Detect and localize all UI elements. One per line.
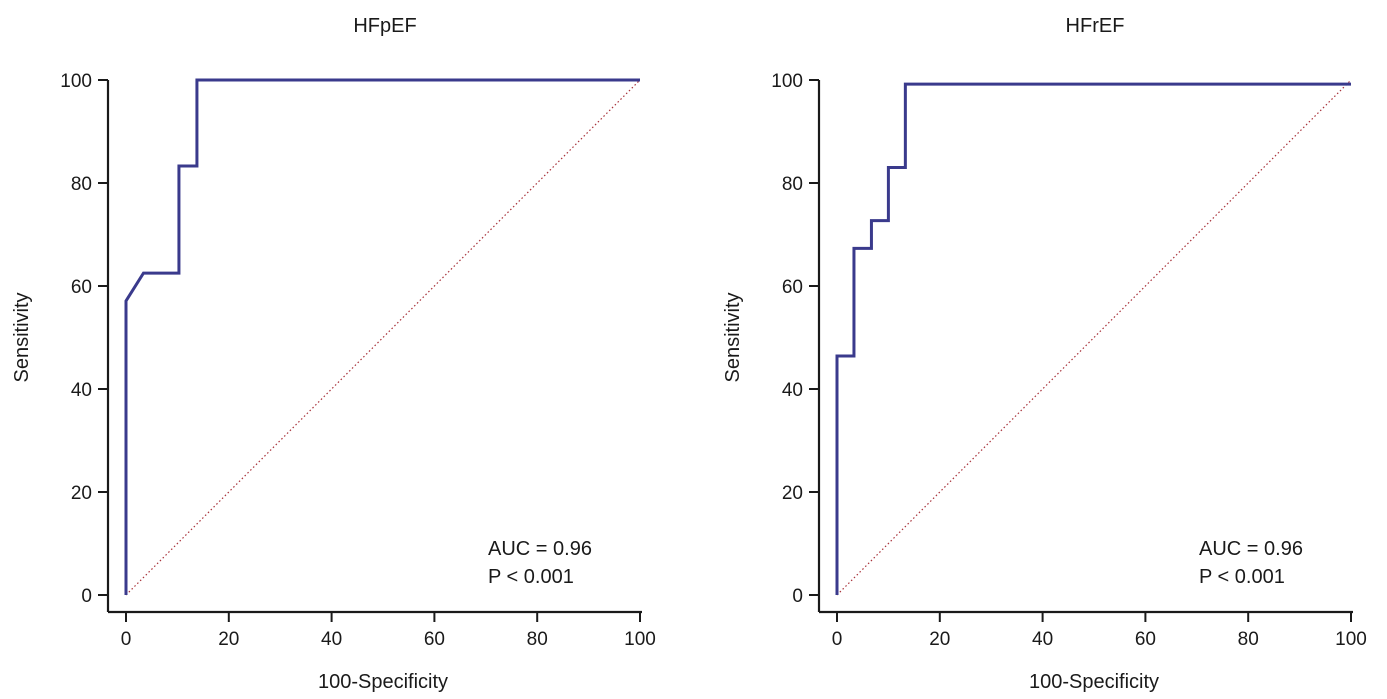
- hfref-y-tick-label: 60: [782, 277, 803, 298]
- hfref-p-value-annotation: P < 0.001: [1199, 566, 1285, 588]
- hfpef-x-tick-label: 0: [121, 629, 132, 650]
- hfpef-y-tick-label: 0: [81, 586, 92, 607]
- hfref-y-tick-label: 20: [782, 483, 803, 504]
- hfpef-y-axis-label: Sensitivity: [11, 292, 33, 382]
- hfpef-reference-diagonal: [125, 79, 641, 596]
- hfpef-chart-title: HFpEF: [353, 15, 416, 37]
- hfref-panel: HFrEF 0 20 40 60 80 100 0 20 40 60 80 100 100-Specifi…: [722, 15, 1367, 693]
- hfpef-panel: HFpEF 0 20 40 60 80 100 0 20 40 60 80 100 100-Specifi…: [11, 15, 656, 693]
- hfpef-roc-curve: [124, 78, 640, 595]
- hfref-reference-diagonal: [836, 79, 1352, 596]
- hfpef-x-tick-label: 100: [624, 629, 656, 650]
- hfref-y-tick-label: 80: [782, 174, 803, 195]
- hfref-y-tick-label: 40: [782, 380, 803, 401]
- hfpef-x-axis-label: 100-Specificity: [318, 671, 448, 693]
- hfpef-y-tick-label: 60: [71, 277, 92, 298]
- hfref-roc-curve: [835, 82, 1351, 595]
- hfpef-p-value-annotation: P < 0.001: [488, 566, 574, 588]
- hfpef-y-tick-label: 40: [71, 380, 92, 401]
- hfpef-y-tick-label: 80: [71, 174, 92, 195]
- hfref-x-tick-label: 40: [1032, 629, 1053, 650]
- hfref-chart-title: HFrEF: [1066, 15, 1125, 37]
- hfref-x-tick-label: 80: [1238, 629, 1259, 650]
- hfpef-x-tick-label: 20: [218, 629, 239, 650]
- hfpef-x-tick-label: 80: [527, 629, 548, 650]
- hfref-y-tick-label: 100: [771, 71, 803, 92]
- hfpef-auc-annotation: AUC = 0.96: [488, 538, 592, 560]
- hfref-x-tick-label: 100: [1335, 629, 1367, 650]
- hfref-x-tick-label: 60: [1135, 629, 1156, 650]
- hfref-auc-annotation: AUC = 0.96: [1199, 538, 1303, 560]
- hfref-x-axis-label: 100-Specificity: [1029, 671, 1159, 693]
- hfpef-y-tick-label: 100: [60, 71, 92, 92]
- hfref-x-tick-label: 20: [929, 629, 950, 650]
- hfpef-x-tick-label: 60: [424, 629, 445, 650]
- hfpef-y-tick-label: 20: [71, 483, 92, 504]
- hfpef-x-tick-label: 40: [321, 629, 342, 650]
- hfref-y-axis-label: Sensitivity: [722, 292, 744, 382]
- hfref-y-tick-label: 0: [792, 586, 803, 607]
- hfref-x-tick-label: 0: [832, 629, 843, 650]
